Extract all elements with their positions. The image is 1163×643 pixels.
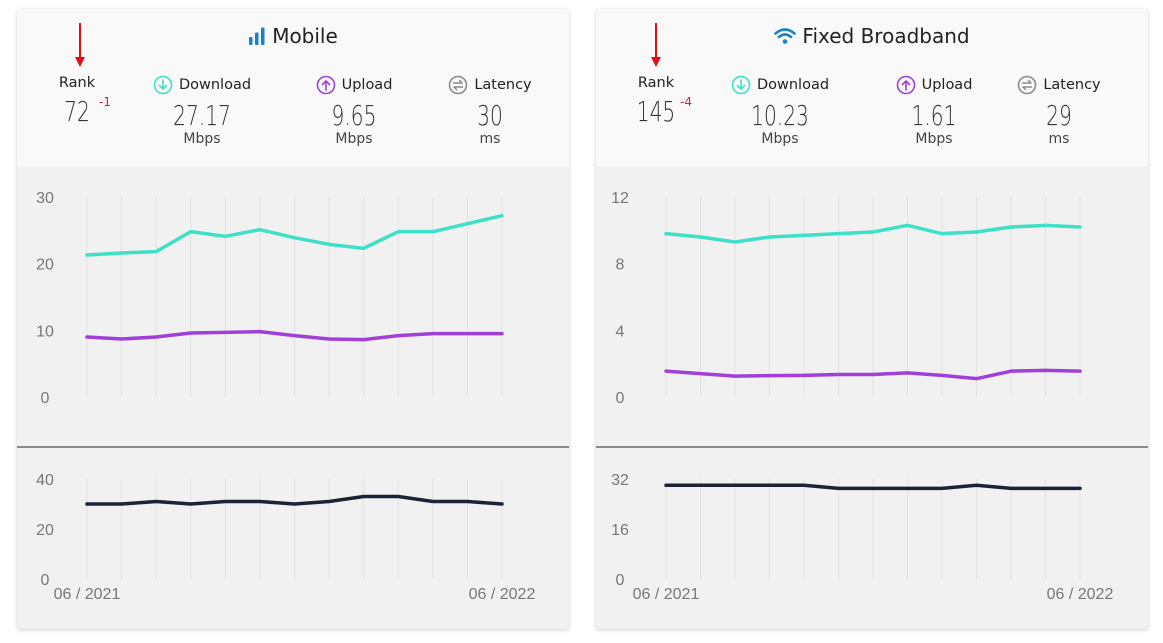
latency-value: 30 — [477, 99, 503, 132]
latency-label: Latency — [1043, 77, 1101, 93]
panel-title: Mobile — [17, 24, 569, 48]
latency-stat: Latency 29 ms — [1004, 75, 1114, 147]
y-tick-label: 10 — [36, 323, 54, 340]
rank-label: Rank — [637, 75, 675, 91]
download-value: 27.17 — [173, 99, 231, 132]
fixed-broadband-panel: Fixed Broadband Rank 145 -4 Download 10.… — [596, 9, 1148, 629]
upload-value: 9.65 — [331, 99, 377, 132]
panel-title-text: Mobile — [272, 24, 338, 48]
upload-arrow-icon — [316, 75, 335, 95]
latency-swap-icon — [1018, 75, 1037, 95]
rank-value: 145 — [636, 95, 676, 128]
y-tick-label: 20 — [36, 257, 54, 274]
download-stat: Download 10.23 Mbps — [720, 75, 840, 147]
upload-stat: Upload 9.65 Mbps — [299, 75, 409, 147]
download-label: Download — [178, 77, 252, 93]
latency-swap-icon — [449, 75, 468, 95]
y-tick-label: 0 — [41, 390, 50, 407]
rank-stat: Rank 145 — [621, 75, 691, 127]
latency-label: Latency — [474, 77, 532, 93]
panel-title: Fixed Broadband — [596, 24, 1148, 48]
rank-change: -4 — [680, 95, 692, 109]
upload-unit: Mbps — [335, 131, 373, 147]
mobile-chart: 0 10 20 30 0 20 40 06 / 2021 06 / 2022 — [17, 190, 569, 603]
latency-y-tick-label: 16 — [611, 522, 629, 539]
upload-label: Upload — [341, 77, 393, 93]
upload-label: Upload — [921, 77, 973, 93]
x-start-label: 06 / 2021 — [54, 586, 121, 603]
latency-stat: Latency 30 ms — [435, 75, 545, 147]
upload-line — [85, 329, 504, 342]
panel-title-text: Fixed Broadband — [802, 24, 970, 48]
latency-line — [664, 483, 1082, 491]
download-label: Download — [756, 77, 830, 93]
x-end-label: 06 / 2022 — [1047, 586, 1114, 603]
latency-line — [85, 494, 504, 506]
wifi-icon — [774, 28, 797, 44]
upload-stat: Upload 1.61 Mbps — [879, 75, 989, 147]
latency-y-tick-label: 40 — [36, 472, 54, 489]
latency-y-tick-label: 20 — [36, 522, 54, 539]
fixed-broadband-chart: 0 4 8 12 0 16 32 06 / 2021 06 / 2022 — [596, 190, 1148, 603]
download-value: 10.23 — [751, 99, 809, 132]
rank-stat: Rank 72 — [42, 75, 112, 127]
upload-line — [664, 368, 1082, 381]
download-unit: Mbps — [761, 131, 799, 147]
latency-unit: ms — [479, 131, 501, 147]
panel-header: Fixed Broadband Rank 145 -4 Download 10.… — [596, 9, 1148, 167]
download-unit: Mbps — [183, 131, 221, 147]
download-line — [85, 213, 504, 257]
latency-y-tick-label: 0 — [616, 572, 625, 589]
red-down-arrow — [75, 23, 85, 67]
red-down-arrow — [651, 23, 661, 67]
x-end-label: 06 / 2022 — [469, 586, 536, 603]
download-arrow-icon — [731, 75, 751, 95]
download-arrow-icon — [153, 75, 173, 95]
download-stat: Download 27.17 Mbps — [142, 75, 262, 147]
latency-y-tick-label: 0 — [41, 572, 50, 589]
rank-change: -1 — [99, 95, 111, 109]
upload-value: 1.61 — [911, 99, 957, 132]
latency-y-tick-label: 32 — [611, 472, 629, 489]
y-tick-label: 4 — [616, 323, 625, 340]
latency-value: 29 — [1046, 99, 1072, 132]
rank-label: Rank — [58, 75, 96, 91]
y-tick-label: 0 — [616, 390, 625, 407]
x-start-label: 06 / 2021 — [633, 586, 700, 603]
panel-header: Mobile Rank 72 -1 Download 27.17 Mbps Up… — [17, 9, 569, 167]
upload-unit: Mbps — [915, 131, 953, 147]
mobile-panel: Mobile Rank 72 -1 Download 27.17 Mbps Up… — [17, 9, 569, 629]
upload-arrow-icon — [896, 75, 915, 95]
signal-bars-icon — [249, 27, 265, 45]
y-tick-label: 12 — [611, 190, 629, 207]
latency-unit: ms — [1048, 131, 1070, 147]
download-line — [664, 223, 1082, 244]
y-tick-label: 8 — [616, 257, 625, 274]
rank-value: 72 — [64, 95, 90, 128]
y-tick-label: 30 — [36, 190, 54, 207]
